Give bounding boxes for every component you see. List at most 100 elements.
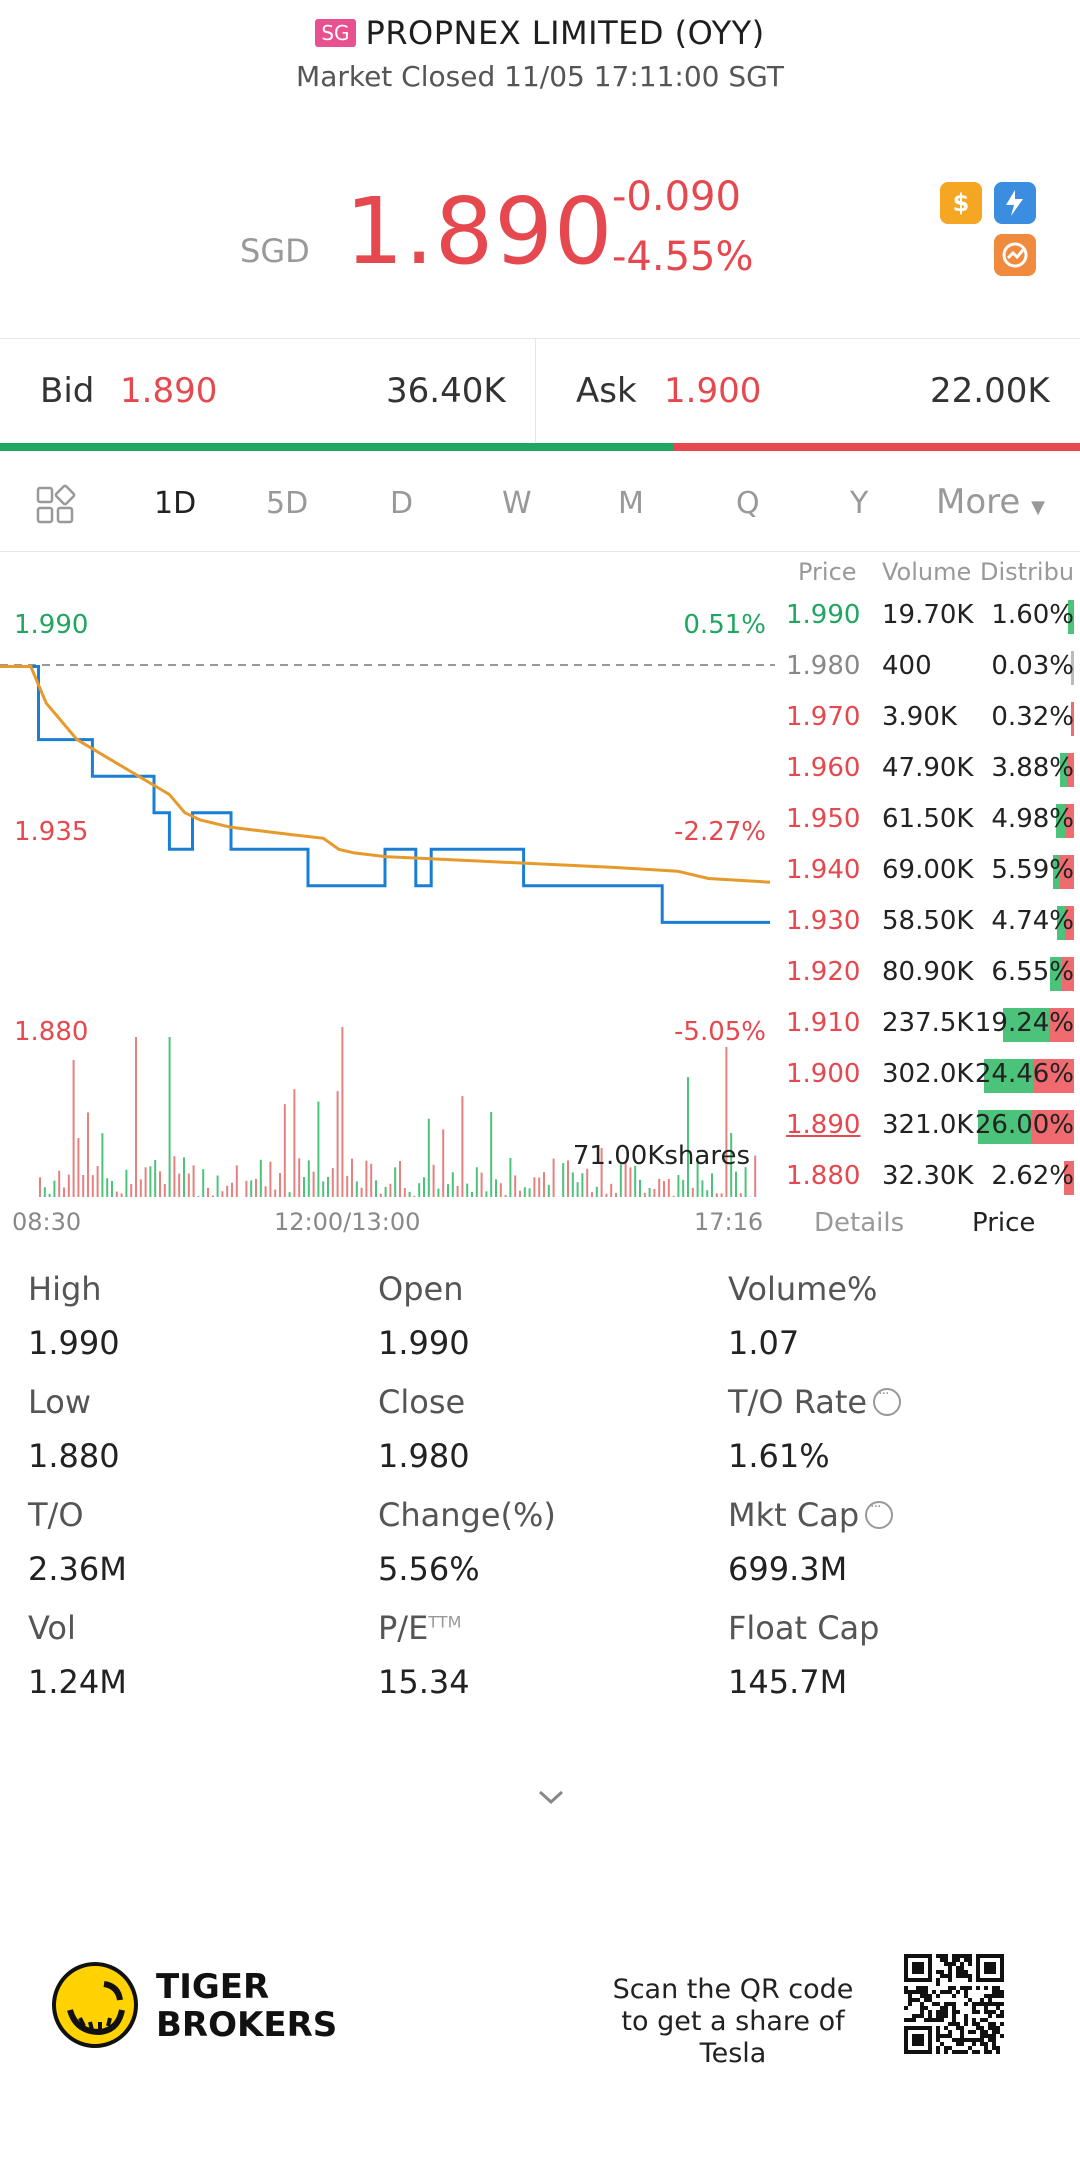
depth-row: 1.980 400 0.03% [780, 643, 1080, 694]
qr-module [952, 2038, 956, 2042]
stat-value: 1.07 [728, 1324, 800, 1362]
stat-low: Low 1.880 [28, 1383, 368, 1475]
tab-5d[interactable]: 5D [266, 486, 309, 521]
info-icon[interactable] [873, 1386, 902, 1416]
qr-module [972, 2042, 976, 2046]
qr-module [992, 2034, 996, 2038]
chevron-down-icon[interactable] [536, 1782, 566, 1812]
chart-icon[interactable] [994, 234, 1036, 276]
grid-layout-icon[interactable] [36, 484, 76, 524]
qr-module [928, 2018, 932, 2022]
qr-module [948, 1966, 952, 1970]
qr-module [992, 2030, 996, 2034]
intraday-chart[interactable]: 1.990 1.935 1.880 0.51% -2.27% -5.05% 71… [0, 552, 780, 1202]
depth-volume: 237.5K [882, 1008, 974, 1038]
qr-module [912, 1990, 916, 1994]
time-mid: 12:00/13:00 [274, 1208, 421, 1236]
qr-module [944, 2006, 948, 2010]
qr-module [1000, 2002, 1004, 2006]
qr-module [976, 2050, 980, 2054]
depth-pct: 19.24% [974, 1008, 1074, 1038]
qr-module [940, 2006, 944, 2010]
ask-price: 1.900 [664, 371, 762, 411]
ask-ratio-bar [672, 443, 1080, 451]
tab-more[interactable]: More ▼ [936, 482, 1045, 522]
qr-module [992, 2002, 996, 2006]
volume-max-label: 71.00Kshares [573, 1141, 750, 1171]
qr-module [920, 1994, 924, 1998]
qr-module [956, 1966, 960, 1970]
qr-module [948, 1962, 952, 1966]
qr-code-icon[interactable] [904, 1954, 1004, 2054]
qr-module [996, 2046, 1000, 2050]
price-change: -0.090 [612, 174, 741, 220]
tab-m[interactable]: M [618, 486, 644, 521]
depth-price: 1.970 [786, 702, 861, 732]
qr-module [964, 1958, 968, 1962]
stat-label-text: P/ETTM [378, 1609, 462, 1647]
tab-price[interactable]: Price [972, 1208, 1036, 1238]
qr-module [988, 1998, 992, 2002]
qr-module [956, 1958, 960, 1962]
stat-value: 1.990 [378, 1324, 470, 1362]
qr-module [904, 2018, 908, 2022]
bar-buy-portion [1059, 753, 1067, 787]
price-lines [0, 665, 771, 924]
qr-module [976, 2038, 980, 2042]
qr-module [956, 2026, 960, 2030]
stat-value: 1.880 [28, 1437, 120, 1475]
distribution-bar [1068, 600, 1074, 634]
qr-module [928, 1998, 932, 2002]
bar-sell-portion [1059, 855, 1074, 889]
tab-w[interactable]: W [502, 486, 532, 521]
depth-price: 1.890 [786, 1110, 861, 1140]
dollar-icon[interactable]: $ [940, 182, 982, 224]
tab-1d[interactable]: 1D [154, 486, 197, 521]
qr-finder [912, 1962, 924, 1974]
tab-y[interactable]: Y [850, 486, 869, 521]
qr-module [1000, 2010, 1004, 2014]
tab-details[interactable]: Details [814, 1208, 905, 1238]
qr-module [940, 2018, 944, 2022]
stat-label-text: Close [378, 1383, 466, 1421]
lightning-icon[interactable] [994, 182, 1036, 224]
qr-module [976, 1986, 980, 1990]
qr-module [948, 1990, 952, 1994]
depth-row: 1.920 80.90K 6.55% [780, 949, 1080, 1000]
depth-row: 1.950 61.50K 4.98% [780, 796, 1080, 847]
bar-sell-portion [1061, 957, 1074, 991]
qr-module [904, 2006, 908, 2010]
qr-module [948, 1978, 952, 1982]
qr-module [960, 1974, 964, 1978]
qr-module [976, 2022, 980, 2026]
qr-module [960, 1962, 964, 1966]
qr-module [1000, 2034, 1004, 2038]
depth-volume: 302.0K [882, 1059, 974, 1089]
stat-label: T/O Rate [728, 1383, 1068, 1421]
qr-module [936, 2014, 940, 2018]
qr-module [952, 2006, 956, 2010]
qr-module [948, 1974, 952, 1978]
qr-module [944, 2050, 948, 2054]
tab-d[interactable]: D [390, 486, 414, 521]
stat-label: Change(%) [378, 1496, 718, 1534]
depth-pct: 0.32% [991, 702, 1074, 732]
qr-module [916, 1998, 920, 2002]
depth-volume: 69.00K [882, 855, 974, 885]
price-distribution: Price Volume Distribu 1.990 19.70K 1.60% 1.… [780, 552, 1080, 1202]
distribution-bar [1059, 753, 1074, 787]
qr-module [908, 1994, 912, 1998]
qr-module [960, 1986, 964, 1990]
distribution-bar [1055, 804, 1074, 838]
qr-module [968, 1986, 972, 1990]
tab-q[interactable]: Q [736, 486, 760, 521]
time-end: 17:16 [694, 1208, 764, 1236]
qr-module [964, 2014, 968, 2018]
qr-module [928, 2014, 932, 2018]
qr-module [992, 1986, 996, 1990]
qr-module [920, 1986, 924, 1990]
qr-module [940, 1958, 944, 1962]
qr-module [952, 1994, 956, 1998]
info-icon[interactable] [865, 1499, 894, 1529]
depth-volume: 47.90K [882, 753, 974, 783]
